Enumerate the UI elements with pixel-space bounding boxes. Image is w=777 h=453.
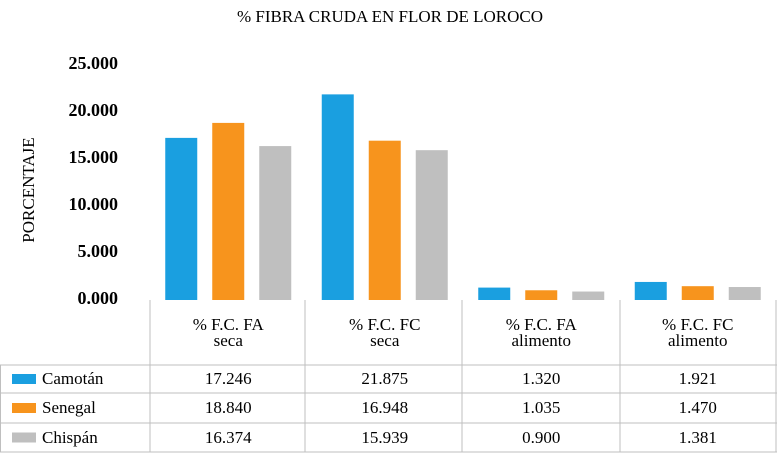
- table-grid: [0, 300, 777, 453]
- y-tick-label: 25.000: [69, 53, 119, 73]
- legend-swatch: [12, 374, 36, 384]
- bar: [478, 287, 511, 300]
- legend-swatch: [12, 403, 36, 413]
- table-value: 15.939: [361, 427, 409, 447]
- bar: [212, 122, 245, 301]
- bar: [259, 146, 292, 300]
- bar: [634, 281, 667, 300]
- y-tick-label: 0.000: [78, 288, 119, 308]
- table-value: 21.875: [361, 369, 409, 388]
- legend-label: Chispán: [42, 427, 98, 447]
- table-value: 16.374: [204, 427, 252, 447]
- bar: [525, 290, 558, 300]
- chart-title: % FIBRA CRUDA EN FLOR DE LOROCO: [237, 7, 543, 26]
- category-label: % F.C. FA seca: [192, 315, 264, 350]
- category-label: % F.C. FC seca: [349, 315, 421, 350]
- table-value: 0.900: [522, 427, 561, 447]
- bar: [368, 140, 401, 300]
- table-value: 1.470: [678, 398, 717, 417]
- table-value: 1.381: [678, 427, 717, 447]
- bar: [572, 291, 605, 300]
- y-tick-label: 10.000: [69, 194, 119, 214]
- legend-label: Senegal: [42, 398, 96, 417]
- bar: [728, 287, 761, 300]
- legend-swatch: [12, 432, 36, 443]
- y-axis-label: PORCENTAJE: [19, 137, 38, 242]
- bar: [321, 94, 354, 300]
- table-value: 16.948: [361, 398, 409, 417]
- table-value: 1.035: [522, 398, 561, 417]
- table-value: 18.840: [204, 398, 252, 417]
- table-value: 17.246: [204, 369, 252, 388]
- bar: [415, 150, 448, 300]
- bar: [165, 137, 198, 300]
- bar: [681, 286, 714, 300]
- table-value: 1.921: [678, 369, 717, 388]
- y-tick-label: 5.000: [78, 241, 119, 261]
- y-tick-label: 15.000: [69, 147, 119, 167]
- table-value: 1.320: [522, 369, 561, 388]
- category-label: % F.C. FA alimento: [505, 315, 577, 350]
- category-label: % F.C. FC alimento: [662, 315, 734, 350]
- legend-label: Camotán: [42, 369, 104, 388]
- y-tick-label: 20.000: [69, 100, 119, 120]
